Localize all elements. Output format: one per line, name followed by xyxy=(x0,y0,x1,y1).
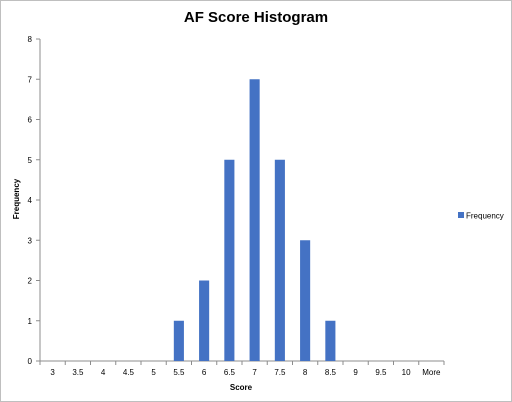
legend: Frequency xyxy=(458,212,504,221)
x-tick-label: 5.5 xyxy=(173,368,185,377)
legend-swatch xyxy=(458,212,464,218)
chart-title: AF Score Histogram xyxy=(183,9,329,26)
x-axis: 3 3.5 4 4.5 5 5.5 6 6.5 7 7.5 8 8.5 9 9.5 10 More xyxy=(39,360,445,377)
y-tick-label: 6 xyxy=(28,116,33,125)
y-axis: 0 1 2 3 4 5 6 7 8 xyxy=(28,35,41,366)
bars xyxy=(173,79,336,361)
x-tick-label: 7 xyxy=(252,368,257,377)
legend-label: Frequency xyxy=(466,212,504,221)
bar-8-5 xyxy=(325,320,336,361)
y-tick-label: 5 xyxy=(28,156,33,165)
x-tick-label: 7.5 xyxy=(274,368,286,377)
y-tick-label: 0 xyxy=(28,357,33,366)
bar-6-5 xyxy=(224,159,235,361)
y-tick-label: 4 xyxy=(28,196,33,205)
x-tick-label: 4.5 xyxy=(123,368,135,377)
bar-8 xyxy=(300,240,311,361)
x-tick-label: 10 xyxy=(402,368,411,377)
y-axis-title: Frequency xyxy=(12,178,21,219)
bar-7 xyxy=(249,79,260,361)
x-tick-label: 4 xyxy=(101,368,106,377)
bar-7-5 xyxy=(274,159,285,361)
bar-5-5 xyxy=(173,320,184,361)
x-axis-title: Score xyxy=(230,383,253,392)
x-tick-label: 9 xyxy=(353,368,358,377)
x-tick-label: More xyxy=(422,368,441,377)
x-tick-label: 8.5 xyxy=(325,368,337,377)
x-tick-label: 8 xyxy=(303,368,308,377)
x-tick-label: 6.5 xyxy=(224,368,236,377)
x-tick-label: 3.5 xyxy=(72,368,84,377)
y-tick-label: 7 xyxy=(28,75,33,84)
x-tick-label: 5 xyxy=(151,368,156,377)
y-tick-label: 3 xyxy=(28,236,33,245)
y-tick-label: 1 xyxy=(28,317,33,326)
x-tick-label: 6 xyxy=(202,368,207,377)
y-tick-label: 2 xyxy=(28,277,33,286)
bar-6 xyxy=(199,280,210,361)
x-tick-label: 9.5 xyxy=(375,368,387,377)
y-tick-label: 8 xyxy=(28,35,33,44)
x-tick-label: 3 xyxy=(50,368,55,377)
